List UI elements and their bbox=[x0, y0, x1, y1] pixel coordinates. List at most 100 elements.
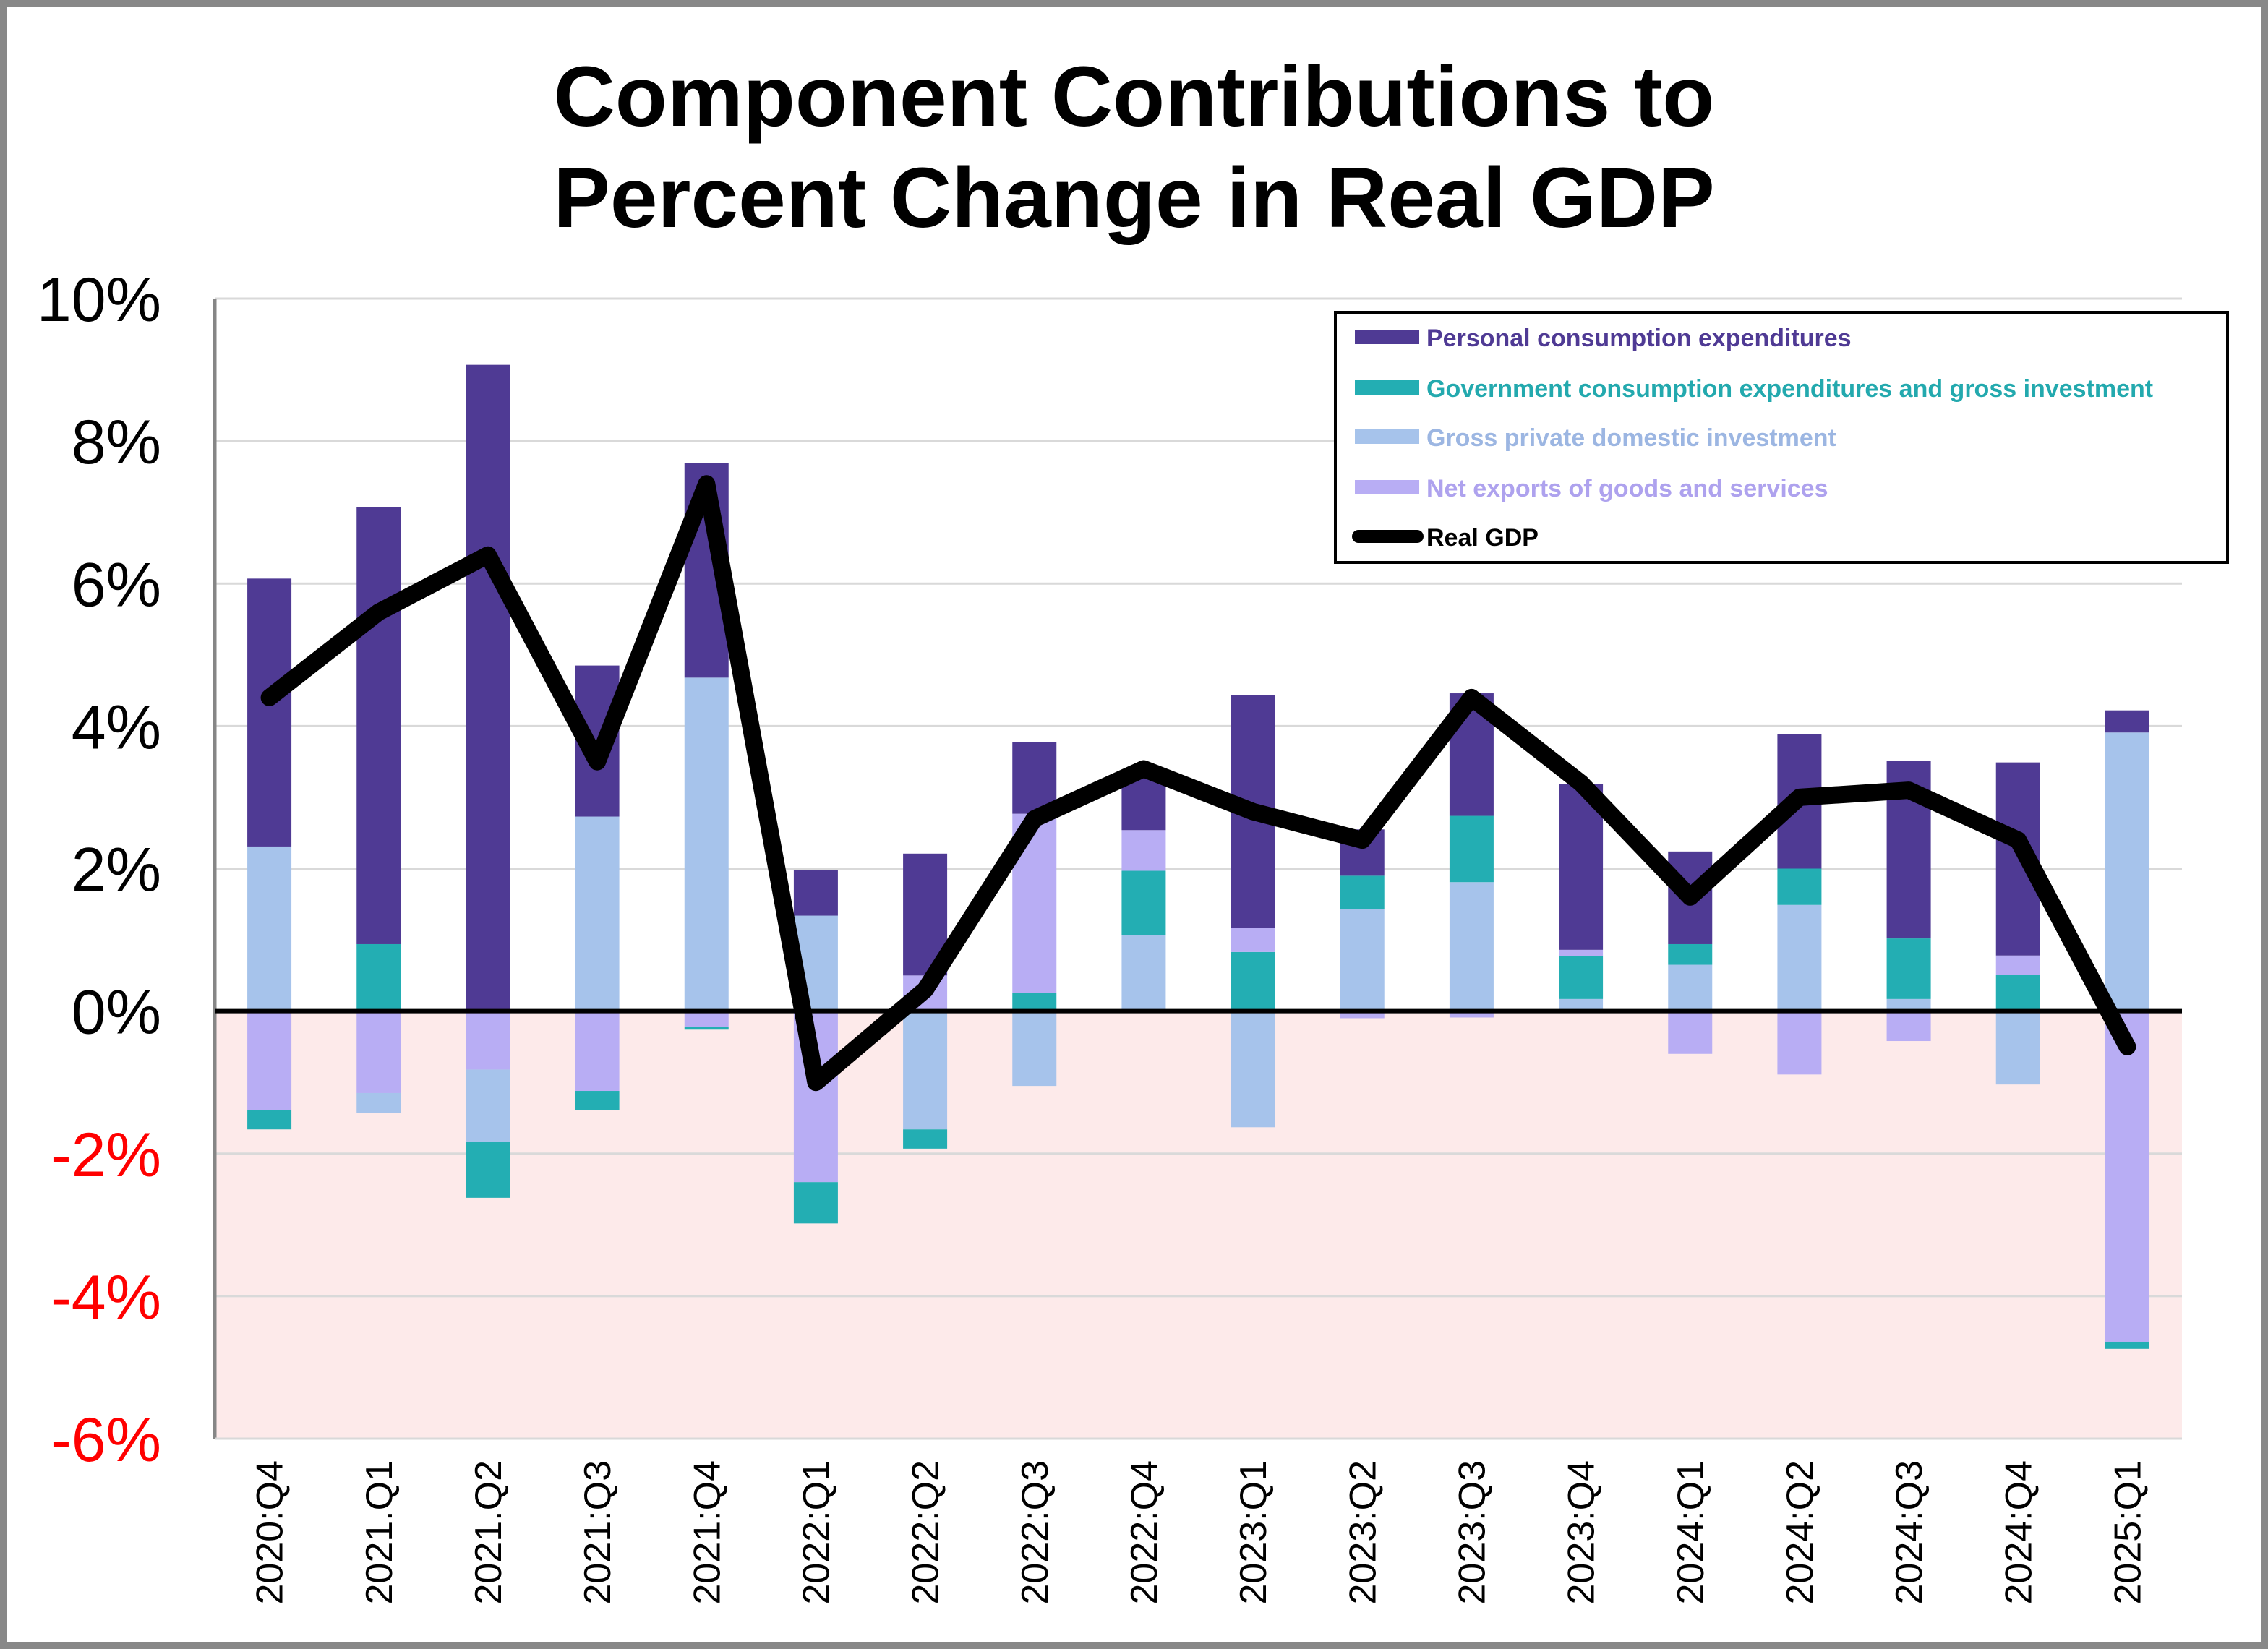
bar-gpdi-2023-Q2 bbox=[1340, 909, 1385, 1011]
bar-pce-2020-Q4 bbox=[247, 578, 292, 847]
bar-nx-2024-Q4 bbox=[1995, 955, 2040, 975]
legend-label-nx: Net exports of goods and services bbox=[1426, 475, 1828, 502]
legend-label-gov: Government consumption expenditures and … bbox=[1426, 375, 2153, 403]
bar-gpdi-2023-Q1 bbox=[1231, 1011, 1275, 1128]
real-gdp-line-group bbox=[260, 475, 2136, 1092]
bar-gov-2023-Q2 bbox=[1340, 875, 1385, 909]
plot-background bbox=[215, 1011, 2182, 1439]
bar-gpdi-2024-Q4 bbox=[1995, 1011, 2040, 1085]
bar-nx-2022-Q4 bbox=[1121, 830, 1166, 871]
legend-box bbox=[1334, 311, 2229, 564]
x-tick-label: 2024:Q3 bbox=[1888, 1460, 1930, 1605]
bar-nx-2025-Q1 bbox=[2105, 1011, 2149, 1342]
x-tick-labels: 2020:Q4 2021.Q1 2021.Q2 2021:Q3 2021:Q4 2022:… bbox=[249, 1460, 2149, 1605]
bar-gpdi-2025-Q1 bbox=[2105, 732, 2149, 1011]
x-tick-label: 2024:Q4 bbox=[1998, 1460, 2040, 1605]
x-tick-label: 2023:Q3 bbox=[1451, 1460, 1493, 1605]
bar-nx-2024-Q3 bbox=[1886, 1011, 1931, 1042]
bar-gov-2020-Q4 bbox=[247, 1110, 292, 1130]
bar-gov-2022-Q4 bbox=[1121, 870, 1166, 935]
bar-gov-2024-Q2 bbox=[1777, 868, 1822, 905]
x-tick-label: 2022:Q2 bbox=[905, 1460, 947, 1605]
x-tick-label: 2022:Q4 bbox=[1124, 1460, 1165, 1605]
bar-pce-2022-Q3 bbox=[1012, 742, 1057, 814]
bar-gpdi-2021-Q1 bbox=[356, 1092, 401, 1113]
y-tick-label: 2% bbox=[72, 836, 161, 905]
x-tick-label: 2022:Q1 bbox=[795, 1460, 837, 1605]
legend: Personal consumption expenditures Governm… bbox=[1334, 311, 2229, 564]
chart-title-line-1: Component Contributions to bbox=[553, 49, 1715, 145]
bar-gpdi-2023-Q3 bbox=[1449, 882, 1494, 1011]
bar-gov-2024-Q1 bbox=[1668, 943, 1713, 965]
y-tick-label: -2% bbox=[51, 1121, 161, 1190]
bar-pce-2023-Q4 bbox=[1559, 784, 1604, 950]
y-tick-label: 0% bbox=[72, 978, 161, 1048]
bar-gpdi-2022-Q3 bbox=[1012, 1011, 1057, 1087]
legend-swatch-nx bbox=[1355, 480, 1419, 494]
legend-swatch-pce bbox=[1355, 330, 1419, 344]
bar-nx-2024-Q2 bbox=[1777, 1011, 1822, 1075]
bar-gov-2022-Q2 bbox=[903, 1129, 948, 1149]
x-tick-label: 2024:Q1 bbox=[1670, 1460, 1712, 1605]
bar-gov-2021-Q1 bbox=[356, 943, 401, 1011]
legend-label-pce: Personal consumption expenditures bbox=[1426, 325, 1852, 352]
bar-gov-2022-Q3 bbox=[1012, 992, 1057, 1011]
bar-nx-2023-Q4 bbox=[1559, 949, 1604, 956]
bar-gpdi-2024-Q2 bbox=[1777, 904, 1822, 1011]
bar-gov-2021-Q2 bbox=[466, 1142, 510, 1198]
bar-gov-2024-Q3 bbox=[1886, 938, 1931, 999]
bar-gpdi-2022-Q2 bbox=[903, 1011, 948, 1130]
x-tick-label: 2023:Q4 bbox=[1561, 1460, 1603, 1605]
bar-pce-2021-Q1 bbox=[356, 507, 401, 944]
bar-nx-2021-Q1 bbox=[356, 1011, 401, 1093]
x-tick-label: 2021:Q4 bbox=[686, 1460, 728, 1605]
bar-nx-2023-Q1 bbox=[1231, 928, 1275, 952]
negative-region-shading bbox=[215, 1011, 2182, 1439]
x-tick-label: 2025:Q1 bbox=[2107, 1460, 2149, 1605]
bar-gov-2023-Q3 bbox=[1449, 815, 1494, 883]
y-tick-label: -6% bbox=[51, 1405, 161, 1475]
x-tick-label: 2022:Q3 bbox=[1014, 1460, 1056, 1605]
real-gdp-line bbox=[260, 475, 2136, 1092]
y-tick-labels: 10% 8% 6% 4% 2% 0% -2% -4% -6% bbox=[37, 265, 161, 1475]
bar-gpdi-2020-Q4 bbox=[247, 846, 292, 1011]
bar-gpdi-2021-Q3 bbox=[575, 816, 620, 1011]
bar-gov-2021-Q3 bbox=[575, 1091, 620, 1110]
bar-gov-2023-Q4 bbox=[1559, 956, 1604, 999]
bar-gpdi-2022-Q4 bbox=[1121, 935, 1166, 1011]
legend-swatch-gpdi bbox=[1355, 429, 1419, 444]
bar-gpdi-2024-Q3 bbox=[1886, 998, 1931, 1011]
x-tick-label: 2021:Q3 bbox=[577, 1460, 619, 1605]
x-tick-label: 2024:Q2 bbox=[1779, 1460, 1821, 1605]
x-tick-label: 2021.Q2 bbox=[468, 1460, 510, 1605]
bar-pce-2025-Q1 bbox=[2105, 710, 2149, 733]
y-tick-label: 8% bbox=[72, 408, 161, 477]
bar-gpdi-2021-Q2 bbox=[466, 1069, 510, 1142]
legend-swatch-gov bbox=[1355, 380, 1419, 395]
bars bbox=[247, 364, 2149, 1349]
bar-nx-2024-Q1 bbox=[1668, 1011, 1713, 1054]
x-tick-label: 2023:Q2 bbox=[1342, 1460, 1384, 1605]
bar-gpdi-2021-Q4 bbox=[684, 677, 729, 1011]
bar-gov-2025-Q1 bbox=[2105, 1341, 2149, 1349]
bar-nx-2021-Q2 bbox=[466, 1011, 510, 1070]
y-tick-label: -4% bbox=[51, 1263, 161, 1332]
y-tick-label: 6% bbox=[72, 550, 161, 620]
bar-nx-2020-Q4 bbox=[247, 1011, 292, 1110]
bar-pce-2022-Q1 bbox=[793, 870, 838, 916]
legend-label-gpdi: Gross private domestic investment bbox=[1426, 424, 1836, 452]
bar-gov-2024-Q4 bbox=[1995, 975, 2040, 1011]
bar-pce-2021-Q2 bbox=[466, 364, 510, 1011]
bar-nx-2023-Q2 bbox=[1340, 1011, 1385, 1019]
x-tick-label: 2021.Q1 bbox=[359, 1460, 401, 1605]
bar-nx-2023-Q3 bbox=[1449, 1011, 1494, 1018]
y-tick-label: 4% bbox=[72, 693, 161, 762]
legend-label-gdp: Real GDP bbox=[1426, 524, 1539, 552]
bar-gov-2023-Q1 bbox=[1231, 951, 1275, 1011]
y-tick-label: 10% bbox=[37, 265, 161, 335]
bar-nx-2021-Q4 bbox=[684, 1011, 729, 1027]
bar-gov-2021-Q4 bbox=[684, 1027, 729, 1030]
x-tick-label: 2020:Q4 bbox=[249, 1460, 291, 1605]
bar-gpdi-2023-Q4 bbox=[1559, 998, 1604, 1011]
